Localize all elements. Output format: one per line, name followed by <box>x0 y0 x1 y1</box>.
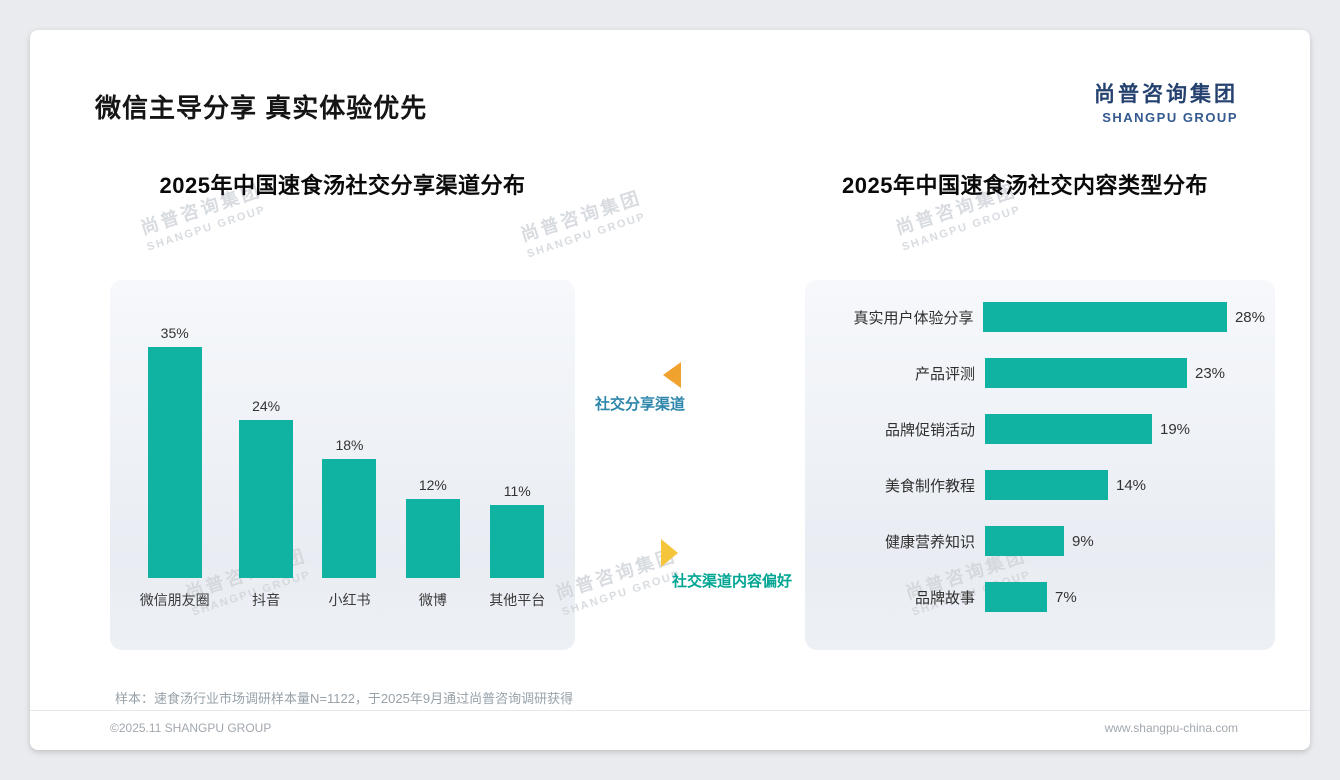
bar-category-label: 小红书 <box>328 592 371 608</box>
bar-row: 真实用户体验分享 28% <box>825 302 1265 332</box>
bar <box>490 505 545 578</box>
bar-value-label: 28% <box>1234 308 1265 326</box>
content-type-chart-rows: 真实用户体验分享 28% 产品评测 23% 品牌促销活动 19% 美食制作教程 14% 健康营养… <box>825 302 1265 612</box>
arrow-right-icon <box>661 539 678 567</box>
bar-value-label: 11% <box>503 483 531 499</box>
bar-category-label: 其他平台 <box>489 592 546 608</box>
bar-category-label: 品牌故事 <box>914 589 975 607</box>
left-chart-title: 2025年中国速食汤社交分享渠道分布 <box>159 173 526 198</box>
logo-chinese-name: 尚普咨询集团 <box>1094 83 1238 106</box>
bar-group: 18% 小红书 <box>322 437 377 608</box>
arrow-left-icon <box>663 362 681 388</box>
bar-group: 11% 其他平台 <box>489 483 545 608</box>
bar <box>985 414 1152 444</box>
footer: ©2025.11 SHANGPU GROUP www.shangpu-china… <box>30 710 1310 750</box>
bar-value-label: 24% <box>252 398 281 414</box>
watermark-english: SHANGPU GROUP <box>525 210 648 261</box>
bar-value-label: 9% <box>1072 532 1094 550</box>
bar-category-label: 微博 <box>418 592 447 608</box>
bar-category-label: 产品评测 <box>914 365 975 383</box>
footer-copyright: ©2025.11 SHANGPU GROUP <box>110 721 272 735</box>
bar-row: 美食制作教程 14% <box>825 470 1265 500</box>
bar-value-label: 12% <box>418 477 447 493</box>
bar-value-label: 23% <box>1195 364 1226 382</box>
bar <box>405 499 460 578</box>
logo-english-name: SHANGPU GROUP <box>1102 110 1238 125</box>
bar-group: 12% 微博 <box>405 477 460 608</box>
bar-category-label: 微信朋友圈 <box>139 592 210 608</box>
bar <box>322 459 377 578</box>
sample-note: 样本：速食汤行业市场调研样本量N=1122，于2025年9月通过尚普咨询调研获得 <box>115 691 574 706</box>
bar <box>983 302 1227 332</box>
bar-value-label: 18% <box>335 437 364 453</box>
bar-row: 品牌促销活动 19% <box>825 414 1265 444</box>
watermark-english: SHANGPU GROUP <box>145 203 268 254</box>
bar-group: 24% 抖音 <box>239 398 294 608</box>
bar-category-label: 健康营养知识 <box>884 533 975 551</box>
bar <box>985 526 1064 556</box>
content-preference-annotation: 社交渠道内容偏好 <box>672 573 793 590</box>
page-title: 微信主导分享 真实体验优先 <box>95 93 428 123</box>
bar-group: 35% 微信朋友圈 <box>140 325 210 608</box>
bar <box>147 347 202 578</box>
bar <box>239 420 294 578</box>
bar-row: 品牌故事 7% <box>825 582 1265 612</box>
company-logo: 尚普咨询集团 SHANGPU GROUP <box>1094 78 1238 125</box>
bar-value-label: 7% <box>1055 588 1077 606</box>
footer-website: www.shangpu-china.com <box>1104 721 1238 735</box>
bar <box>985 358 1187 388</box>
bar-value-label: 35% <box>160 325 189 341</box>
share-channel-annotation: 社交分享渠道 <box>595 396 686 413</box>
bar-category-label: 美食制作教程 <box>884 477 975 495</box>
bar <box>985 470 1108 500</box>
bar-row: 产品评测 23% <box>825 358 1265 388</box>
slide-card: 尚普咨询集团 SHANGPU GROUP 尚普咨询集团 SHANGPU GROUP 尚普… <box>30 30 1310 750</box>
bar-row: 健康营养知识 9% <box>825 526 1265 556</box>
share-channel-chart-bars: 35% 微信朋友圈 24% 抖音 18% 小红书 12% 微博 11% 其他平台 <box>125 300 560 608</box>
bar-category-label: 品牌促销活动 <box>884 421 975 439</box>
share-channel-chart-panel: 35% 微信朋友圈 24% 抖音 18% 小红书 12% 微博 11% 其他平台 <box>110 280 575 650</box>
bar <box>985 582 1047 612</box>
bar-category-label: 真实用户体验分享 <box>853 309 974 327</box>
watermark-english: SHANGPU GROUP <box>900 203 1023 254</box>
watermark-english: SHANGPU GROUP <box>560 568 683 619</box>
content-type-chart-panel: 真实用户体验分享 28% 产品评测 23% 品牌促销活动 19% 美食制作教程 14% 健康营养… <box>805 280 1275 650</box>
bar-value-label: 19% <box>1160 420 1191 438</box>
right-chart-title: 2025年中国速食汤社交内容类型分布 <box>842 173 1208 198</box>
bar-value-label: 14% <box>1116 476 1147 494</box>
bar-category-label: 抖音 <box>252 592 281 608</box>
